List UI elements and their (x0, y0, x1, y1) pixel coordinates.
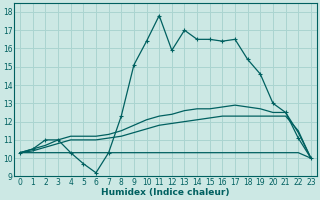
X-axis label: Humidex (Indice chaleur): Humidex (Indice chaleur) (101, 188, 230, 197)
